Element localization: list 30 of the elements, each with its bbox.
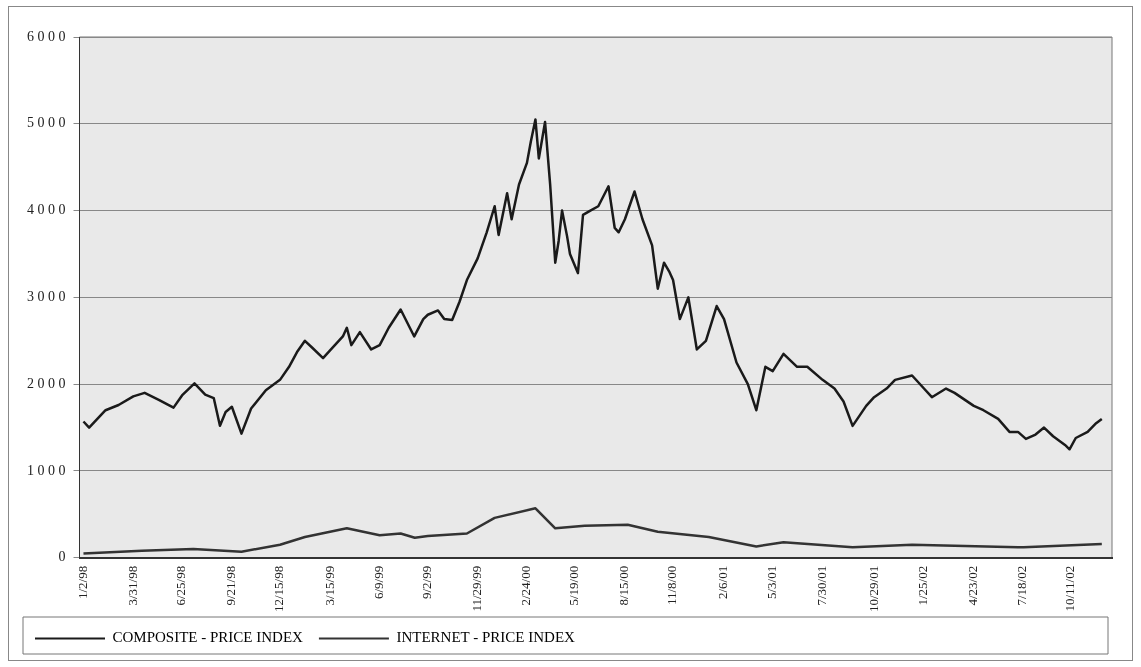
x-tick-label: 6/25/98 [173, 565, 189, 606]
x-tick-label: 10/11/02 [1062, 565, 1078, 612]
x-tick-label: 5/3/01 [764, 565, 780, 600]
x-tick-label: 1/25/02 [915, 565, 931, 606]
x-tick-label: 7/30/01 [814, 565, 829, 606]
x-tick-label: 10/29/01 [865, 565, 881, 613]
x-tick-label: 8/15/00 [616, 565, 632, 606]
y-tick-label: 5 0 0 0 [27, 115, 66, 131]
x-tick-label: 11/8/00 [664, 565, 680, 606]
x-tick-label: 9/21/98 [223, 565, 239, 606]
x-tick-label: 9/2/99 [419, 565, 435, 600]
x-tick-label: 3/31/98 [124, 565, 140, 606]
y-tick-label: 2 0 0 0 [27, 375, 66, 391]
x-tick-label: 4/23/02 [965, 565, 981, 606]
legend-label: COMPOSITE - PRICE INDEX [112, 629, 304, 646]
y-tick-label: 1 0 0 0 [27, 462, 66, 478]
y-tick-label: 6 0 0 0 [27, 28, 66, 44]
x-tick-label: 7/18/02 [1013, 565, 1029, 606]
y-tick-label: 4 0 0 0 [27, 202, 66, 218]
y-tick-label: 0 [58, 549, 66, 565]
legend-label: INTERNET - PRICE INDEX [396, 629, 576, 646]
x-tick-label: 11/29/99 [469, 565, 485, 612]
x-tick-label: 1/2/98 [74, 565, 90, 600]
x-tick-label: 2/6/01 [715, 565, 731, 600]
y-tick-label: 3 0 0 0 [27, 289, 66, 305]
x-tick-label: 5/19/00 [566, 565, 582, 606]
x-tick-label: 12/15/98 [271, 565, 287, 613]
x-tick-label: 3/15/99 [322, 565, 338, 606]
x-tick-label: 2/24/00 [518, 565, 534, 606]
x-tick-label: 6/9/99 [371, 565, 387, 600]
